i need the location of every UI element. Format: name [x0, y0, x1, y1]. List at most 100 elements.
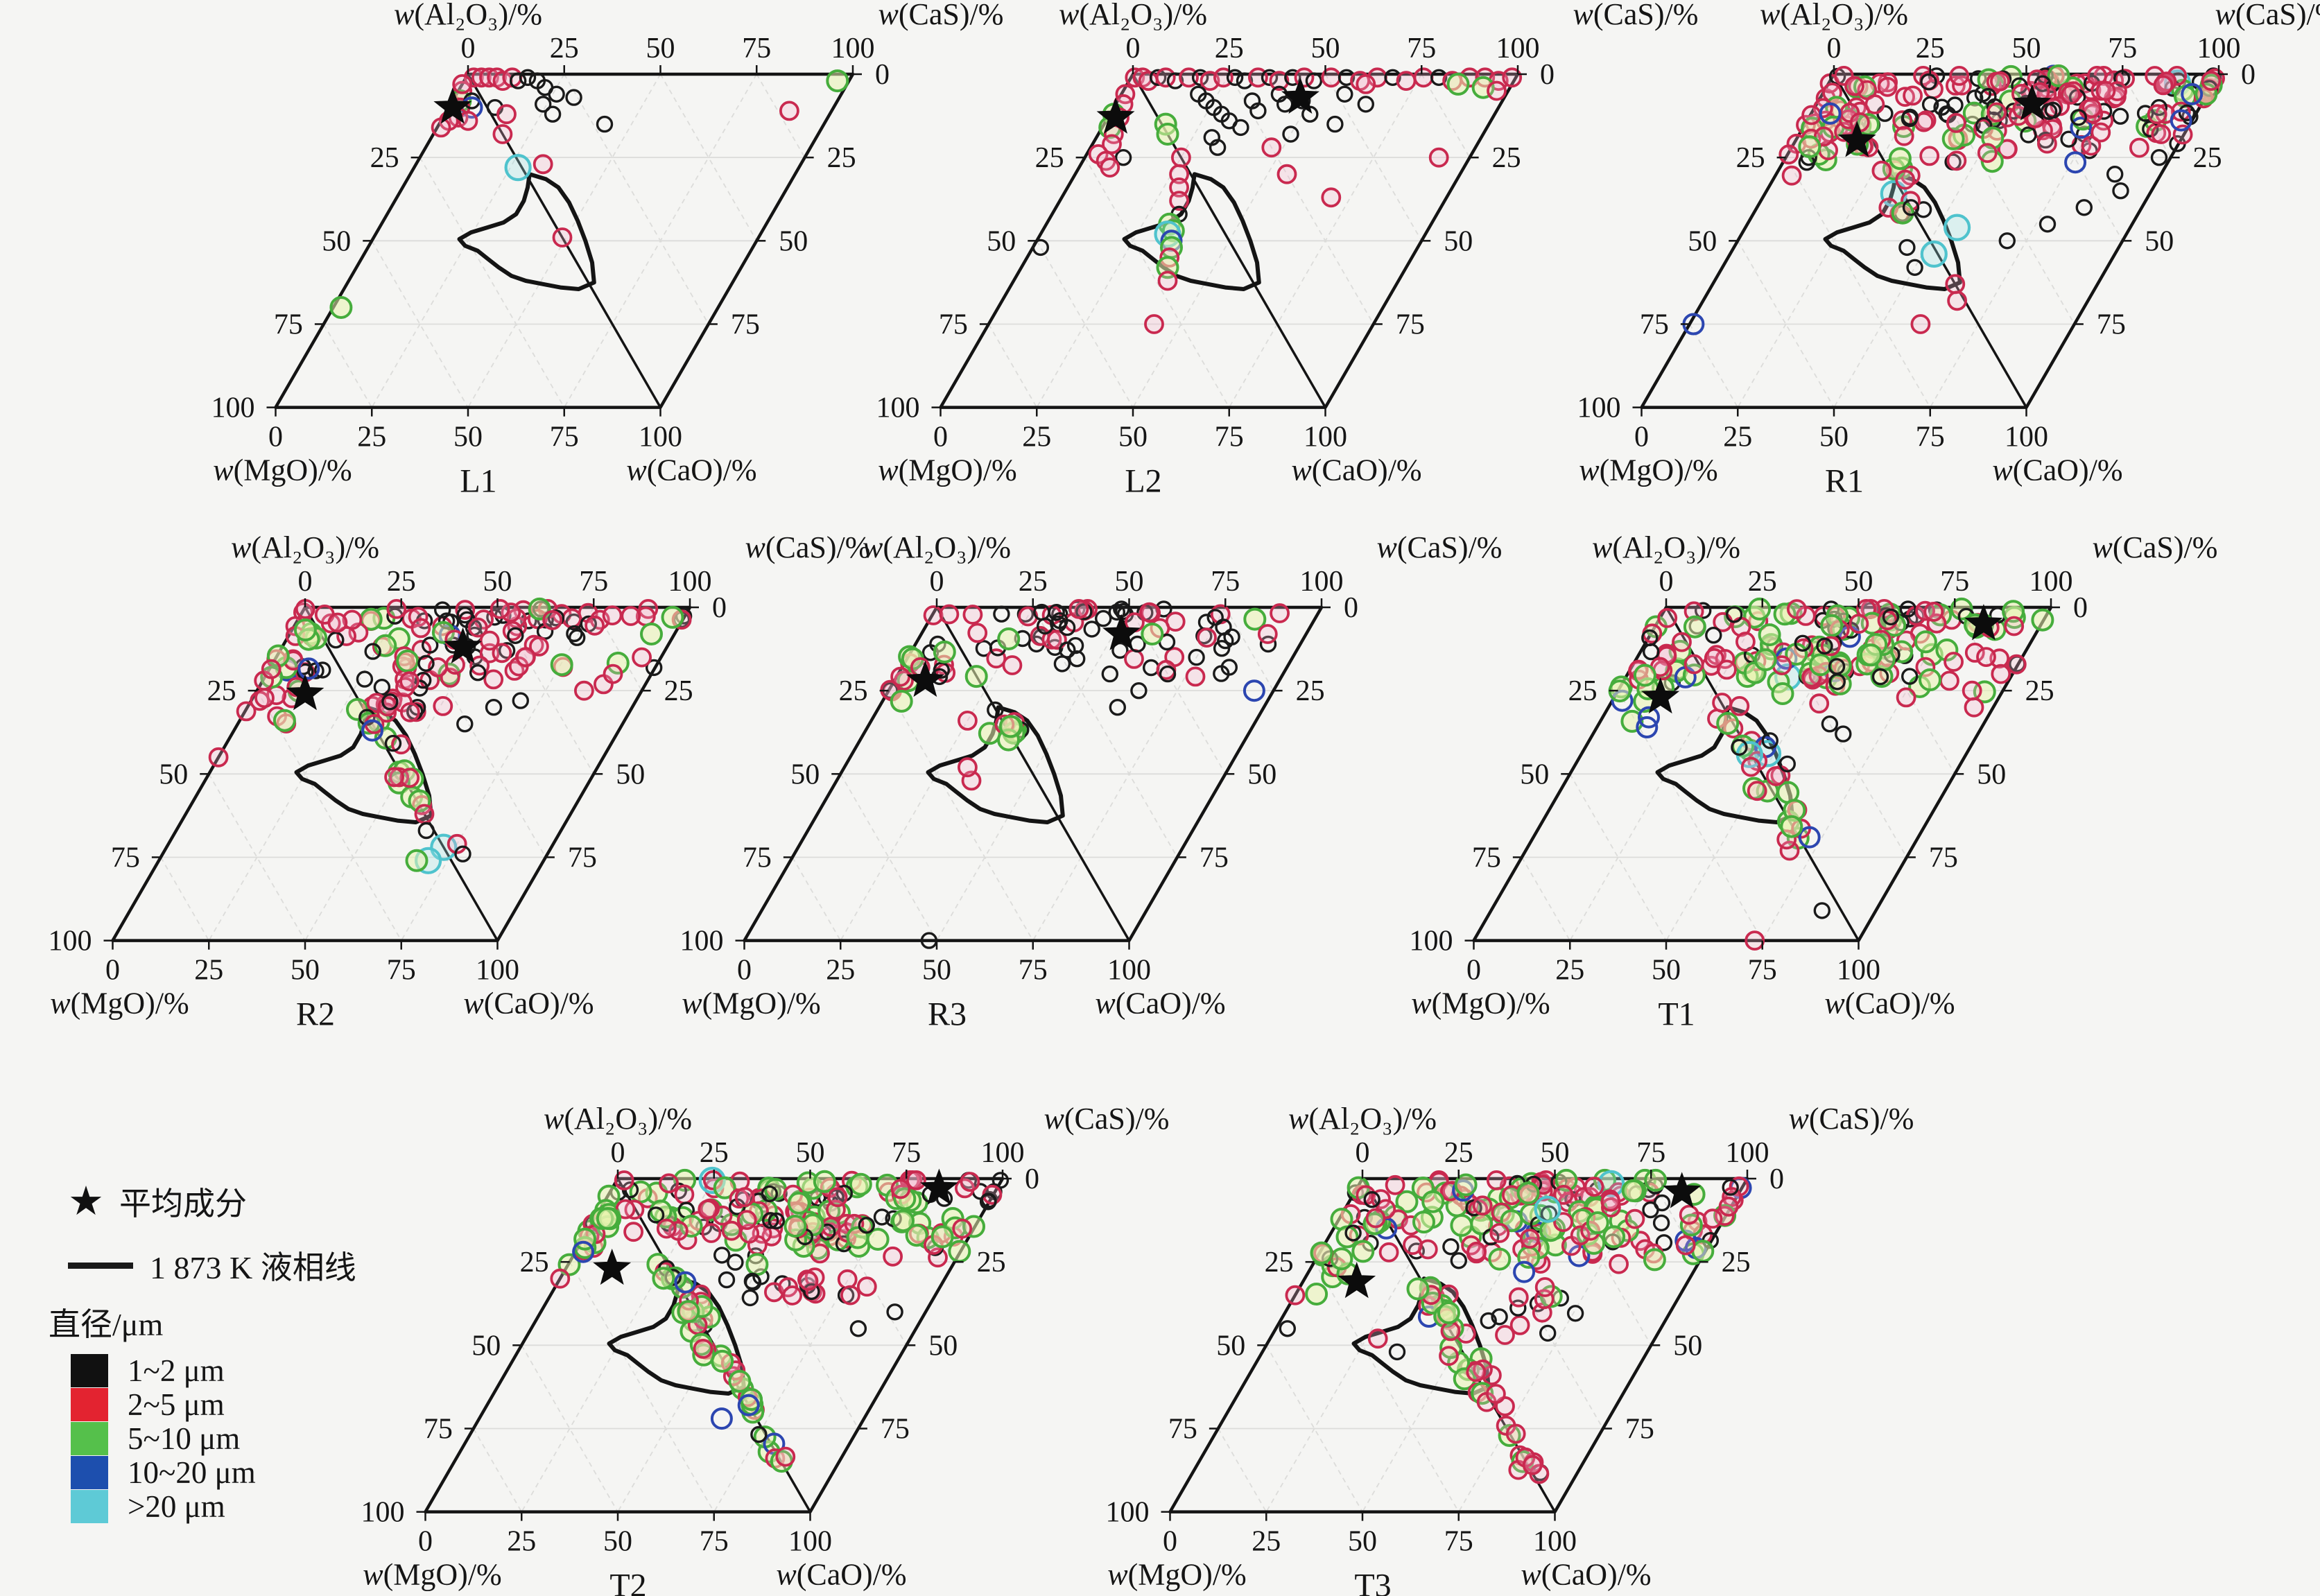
data-point: [293, 618, 317, 642]
data-point: [674, 1271, 697, 1294]
data-point: [1920, 73, 1937, 91]
data-point: [1740, 756, 1761, 777]
data-point: [1282, 125, 1299, 143]
data-point: [361, 719, 383, 742]
data-point: [1149, 69, 1167, 87]
tick-label-top: 75: [892, 1137, 921, 1169]
data-point: [1643, 1248, 1666, 1272]
data-point: [1798, 135, 1821, 159]
data-point: [1509, 1299, 1527, 1317]
data-point: [803, 1283, 820, 1301]
data-point: [1188, 648, 1205, 666]
panel-label: R3: [928, 996, 967, 1033]
data-point: [1602, 1225, 1626, 1249]
data-point: [1489, 1223, 1510, 1243]
data-point: [1385, 1174, 1405, 1195]
data-point: [1964, 697, 1984, 718]
tick-label-top: 0: [1827, 33, 1842, 64]
tick-label-top: 0: [1659, 566, 1674, 598]
data-point: [2142, 120, 2159, 138]
axis-title-cas: w(CaS)/%: [1789, 1102, 1914, 1136]
data-point: [1600, 1197, 1621, 1217]
rhombus-border: [1472, 605, 2053, 942]
data-point: [454, 845, 471, 862]
legend: ★ 平均成分 1 873 K 液相线 直径/μm 1~2 μm 2~5 μm 5~1…: [49, 1179, 465, 1524]
data-point: [939, 604, 960, 625]
liquidus-region: [294, 705, 433, 824]
data-point: [2086, 66, 2107, 86]
data-point: [1949, 66, 1970, 86]
data-point: [596, 1207, 619, 1230]
data-point: [1705, 627, 1722, 644]
data-point: [1344, 1224, 1362, 1242]
tick-label-top: 25: [1019, 566, 1048, 598]
data-point: [422, 636, 439, 654]
tick-label-top: 0: [298, 566, 313, 598]
data-point: [562, 608, 582, 629]
data-point: [1820, 614, 1844, 637]
data-point: [1625, 1208, 1645, 1229]
data-point: [384, 734, 402, 752]
data-point: [1914, 201, 1932, 218]
tick-label-top: 75: [1636, 1137, 1665, 1169]
tick-label-right: 25: [1722, 1247, 1751, 1278]
data-point: [1898, 238, 1916, 257]
data-point: [552, 227, 573, 248]
data-point: [236, 701, 257, 722]
scatter-points: [550, 1166, 1010, 1473]
data-point: [1702, 1208, 1723, 1229]
data-point: [2070, 116, 2093, 139]
data-point: [433, 696, 453, 716]
data-point: [566, 625, 583, 643]
data-point: [1139, 602, 1159, 623]
data-point: [2151, 124, 2172, 144]
ticks: [266, 65, 862, 417]
data-point: [1946, 150, 1967, 171]
data-point: [1270, 603, 1290, 623]
data-point: [933, 640, 956, 663]
data-point: [1919, 146, 1940, 166]
data-point: [1450, 1214, 1473, 1237]
tick-label-left: 25: [839, 675, 868, 707]
tick-label-bottom: 0: [268, 422, 283, 453]
data-point: [1945, 274, 1966, 295]
tick-label-right: 75: [731, 309, 760, 340]
data-point: [1450, 1252, 1468, 1269]
data-point: [1998, 232, 2016, 250]
axis-title-cao: w(CaO)/%: [1095, 987, 1225, 1021]
tick-label-right: 75: [1929, 842, 1958, 874]
tick-label-bottom: 100: [1837, 955, 1880, 987]
data-point: [2112, 182, 2129, 200]
data-point: [1964, 643, 1985, 663]
tick-label-top: 25: [1215, 33, 1244, 64]
data-point: [2006, 654, 2027, 675]
tick-label-bottom: 50: [1118, 422, 1148, 453]
data-point: [1058, 618, 1076, 636]
data-point: [1778, 755, 1797, 773]
data-point: [920, 932, 938, 949]
data-point: [1053, 655, 1071, 673]
liquidus-region: [457, 172, 596, 291]
data-point: [1138, 71, 1159, 91]
data-point: [1801, 105, 1822, 125]
data-point: [1491, 1308, 1508, 1326]
liquidus-region: [1122, 172, 1261, 291]
data-point: [1729, 696, 1750, 716]
data-point: [890, 666, 910, 687]
tick-label-right: 25: [1296, 675, 1325, 707]
data-point: [2004, 616, 2025, 636]
data-point: [434, 601, 451, 618]
data-point: [431, 621, 455, 644]
data-point: [1816, 637, 1833, 655]
data-point: [1914, 630, 1937, 654]
data-point: [1276, 164, 1297, 184]
data-point: [677, 1300, 700, 1324]
tick-label-right: 50: [1977, 758, 2006, 790]
data-point: [535, 96, 552, 113]
size-swatch-label: 1~2 μm: [128, 1353, 225, 1388]
data-point: [1946, 96, 1964, 114]
